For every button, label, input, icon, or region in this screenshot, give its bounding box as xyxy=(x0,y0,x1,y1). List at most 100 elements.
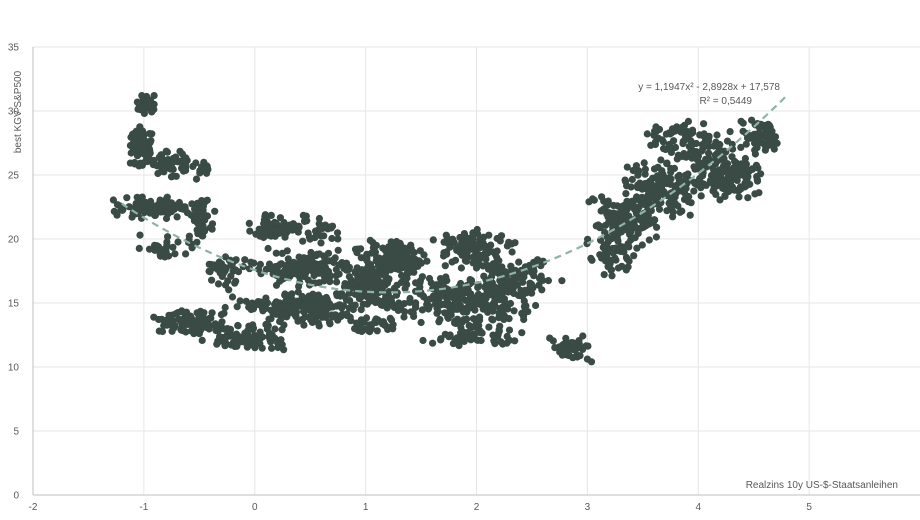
data-point xyxy=(293,270,301,279)
data-point xyxy=(192,159,200,167)
data-point xyxy=(500,295,509,303)
data-point xyxy=(192,210,201,218)
data-point xyxy=(205,260,213,268)
data-point xyxy=(558,277,566,285)
data-point xyxy=(286,291,295,299)
data-point xyxy=(600,205,608,213)
data-point xyxy=(140,109,148,117)
data-point xyxy=(231,279,239,287)
data-point xyxy=(140,208,149,217)
data-point xyxy=(690,187,698,195)
data-point xyxy=(435,318,443,326)
data-point xyxy=(628,175,636,184)
data-point xyxy=(136,231,144,239)
data-point xyxy=(648,187,657,195)
data-point xyxy=(249,305,258,313)
data-points xyxy=(109,92,781,366)
y-tick-label: 5 xyxy=(13,427,19,438)
data-point xyxy=(418,306,426,314)
data-point xyxy=(478,329,486,337)
data-point xyxy=(476,316,484,324)
data-point xyxy=(522,302,530,310)
data-point xyxy=(443,277,451,285)
data-point xyxy=(178,324,186,332)
data-point xyxy=(584,235,592,243)
data-point xyxy=(401,308,409,316)
data-point xyxy=(245,325,253,333)
data-point xyxy=(491,283,500,292)
gridlines xyxy=(33,46,920,495)
data-point xyxy=(218,318,226,326)
data-point xyxy=(429,339,437,347)
data-point xyxy=(645,220,653,228)
data-point xyxy=(763,133,771,141)
data-point xyxy=(673,155,681,163)
data-point xyxy=(765,122,774,130)
data-point xyxy=(281,291,289,299)
data-point xyxy=(374,281,382,289)
data-point xyxy=(684,198,693,206)
data-point xyxy=(680,150,688,158)
data-point xyxy=(317,239,325,247)
data-point xyxy=(245,219,253,227)
data-point xyxy=(262,265,270,273)
trendline-equation: y = 1,1947x² - 2,8928x + 17,578 xyxy=(638,82,780,93)
data-point xyxy=(674,173,682,181)
data-point xyxy=(651,138,660,146)
data-point xyxy=(698,147,706,155)
data-point xyxy=(732,173,741,181)
data-point xyxy=(480,253,488,261)
data-point xyxy=(272,281,281,289)
data-point xyxy=(256,340,264,348)
data-point xyxy=(300,272,308,281)
data-point xyxy=(621,176,629,184)
data-point xyxy=(146,139,154,147)
x-tick-label: 4 xyxy=(695,502,701,513)
data-point xyxy=(212,327,220,335)
data-point xyxy=(499,340,507,348)
data-point xyxy=(174,238,182,246)
data-point xyxy=(268,335,276,343)
data-point xyxy=(159,165,167,173)
data-point xyxy=(659,171,667,179)
data-point xyxy=(551,344,559,352)
data-point xyxy=(529,284,537,292)
data-point xyxy=(194,229,202,237)
data-point xyxy=(338,259,346,267)
data-point xyxy=(203,196,211,204)
data-point xyxy=(205,267,213,275)
data-point xyxy=(485,323,493,331)
data-point xyxy=(565,352,573,360)
data-point xyxy=(109,196,117,204)
data-point xyxy=(424,305,432,313)
data-point xyxy=(349,305,357,314)
data-point xyxy=(479,239,487,247)
data-point xyxy=(365,324,373,332)
data-point xyxy=(272,249,280,257)
data-point xyxy=(466,276,474,284)
data-point xyxy=(265,315,273,323)
data-point xyxy=(234,268,243,276)
data-point xyxy=(305,233,313,241)
data-point xyxy=(461,249,470,257)
data-point xyxy=(188,244,196,252)
data-point xyxy=(436,275,445,283)
data-point xyxy=(506,299,515,308)
data-point xyxy=(504,305,512,313)
data-point xyxy=(394,306,402,314)
data-point xyxy=(219,270,227,278)
data-point xyxy=(748,116,756,124)
data-point xyxy=(446,236,454,245)
data-point xyxy=(221,303,229,312)
data-point xyxy=(693,155,702,163)
data-point xyxy=(175,198,183,207)
data-point xyxy=(381,321,389,329)
data-point xyxy=(311,312,319,320)
data-point xyxy=(181,314,190,322)
data-point xyxy=(623,163,631,171)
x-tick-label: 3 xyxy=(585,502,591,513)
data-point xyxy=(203,162,211,170)
data-point xyxy=(262,320,270,329)
data-point xyxy=(444,314,452,322)
data-point xyxy=(582,342,590,350)
